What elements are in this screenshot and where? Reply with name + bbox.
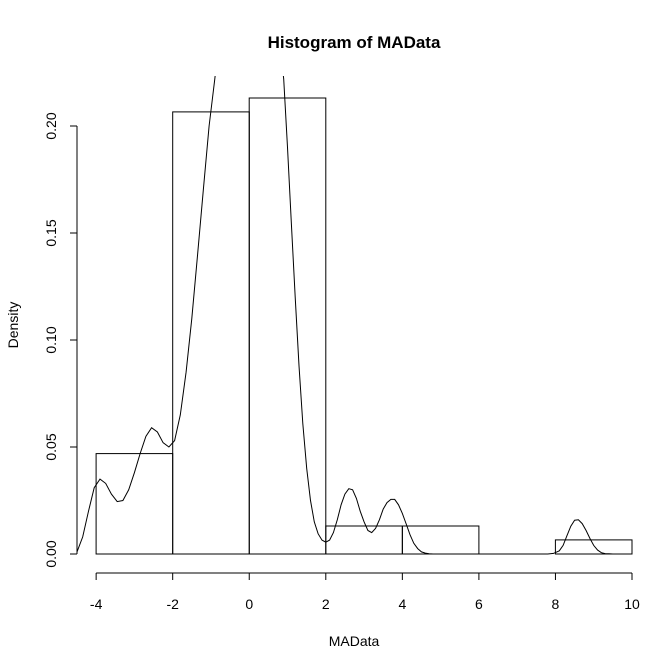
y-tick-label: 0.05	[43, 433, 59, 460]
histogram-bar	[401, 525, 480, 555]
y-tick-label: 0.15	[43, 219, 59, 246]
x-tick-label: 0	[245, 596, 253, 612]
y-tick-label: 0.00	[43, 540, 59, 567]
x-tick-label: 2	[322, 596, 330, 612]
x-tick-label: -2	[166, 596, 179, 612]
x-axis-label: MAData	[329, 633, 380, 649]
density-curve	[77, 76, 617, 555]
histogram-bars	[95, 97, 633, 555]
y-tick-label: 0.20	[43, 112, 59, 139]
chart-title: Histogram of MAData	[268, 33, 441, 52]
x-tick-label: 10	[624, 596, 640, 612]
histogram-bar	[172, 111, 250, 555]
histogram-bar	[248, 97, 327, 555]
y-axis-label: Density	[5, 302, 21, 349]
y-axis: 0.00 0.05 0.10 0.15 0.20	[43, 112, 78, 568]
x-axis: -4 -2 0 2 4 6 8 10	[90, 572, 640, 612]
x-tick-label: 8	[552, 596, 560, 612]
histogram-bar	[325, 525, 403, 555]
histogram-bar	[554, 539, 633, 555]
y-tick-label: 0.10	[43, 326, 59, 353]
density-curve-layer	[77, 76, 617, 555]
histogram-bar	[95, 453, 174, 555]
x-tick-label: 4	[398, 596, 406, 612]
x-tick-label: -4	[90, 596, 103, 612]
x-tick-label: 6	[475, 596, 483, 612]
